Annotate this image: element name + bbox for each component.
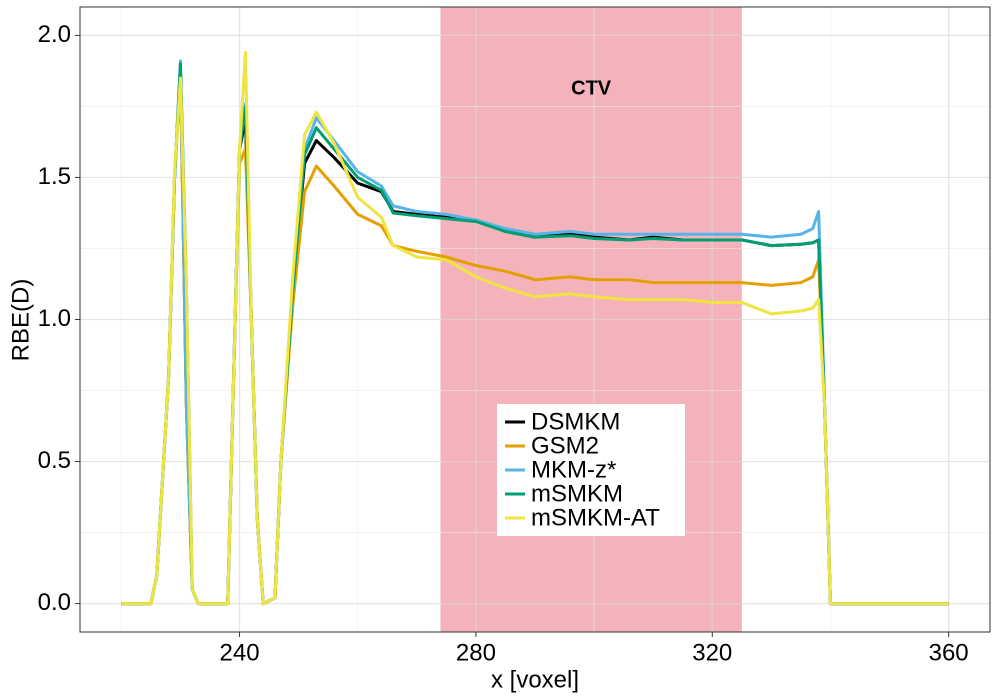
legend-label: GSM2: [531, 432, 599, 459]
legend-label: DSMKM: [531, 408, 620, 435]
x-tick-label: 240: [220, 639, 260, 666]
x-tick-label: 360: [929, 639, 969, 666]
y-tick-label: 0.5: [38, 447, 71, 474]
ctv-label: CTV: [571, 77, 612, 99]
y-axis-title: RBE(D): [7, 279, 34, 362]
plot-area: CTV 240 280 320 360 0.0 0.5 1.0 1.5 2.0 DSMKMGSM2M…: [38, 6, 991, 666]
series-line: [121, 50, 949, 606]
panel-border: [79, 6, 991, 633]
legend-box: [497, 404, 685, 536]
x-axis-title: x [voxel]: [491, 666, 579, 693]
y-tick-label: 1.0: [38, 305, 71, 332]
y-tick-label: 1.5: [38, 163, 71, 190]
x-tick-label: 280: [456, 639, 496, 666]
y-tick-label: 0.0: [38, 589, 71, 616]
legend-label: mSMKM-AT: [531, 504, 660, 531]
legend-label: MKM-z*: [531, 456, 616, 483]
x-tick-label: 320: [692, 639, 732, 666]
y-tick-label: 2.0: [38, 21, 71, 48]
legend-label: mSMKM: [531, 480, 623, 507]
